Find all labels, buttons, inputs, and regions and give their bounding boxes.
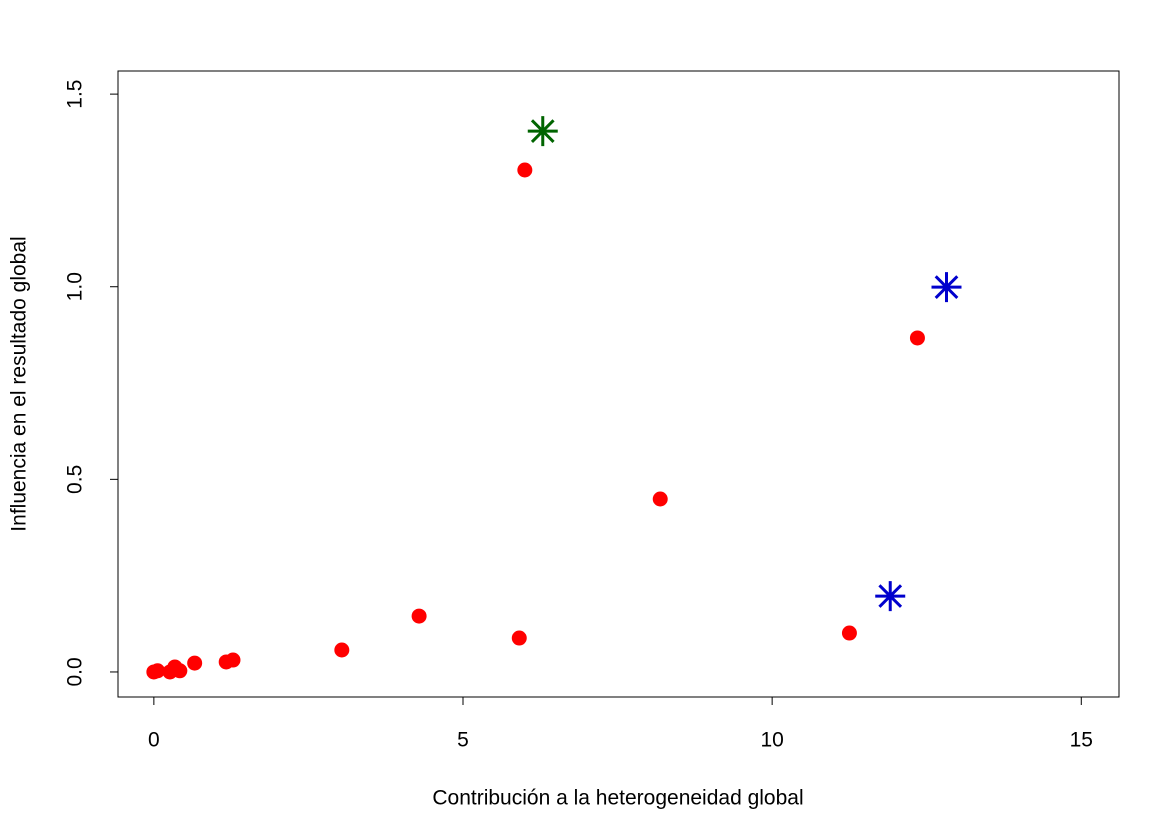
x-tick-label: 0 [148,729,160,752]
point [411,608,427,624]
y-tick-label: 0.5 [64,465,87,494]
x-tick-label: 5 [457,729,469,752]
plot-frame [117,70,1120,698]
point [652,491,668,507]
point [225,652,241,668]
point [511,630,527,646]
x-tick-label: 15 [1070,729,1093,752]
y-tick-label: 1.0 [64,272,87,301]
y-axis-label: Influencia en el resultado global [8,236,31,531]
x-axis-label: Contribución a la heterogeneidad global [432,787,803,810]
point [172,663,188,679]
point [334,642,350,658]
point-star [875,581,906,612]
point [841,625,857,641]
point [517,162,533,178]
y-tick-label: 0.0 [64,657,87,686]
point [150,663,166,679]
y-tick-label: 1.5 [64,80,87,109]
point [187,655,203,671]
point-star [527,116,558,147]
point-star [931,272,962,303]
point [909,330,925,346]
x-tick-label: 10 [760,729,783,752]
